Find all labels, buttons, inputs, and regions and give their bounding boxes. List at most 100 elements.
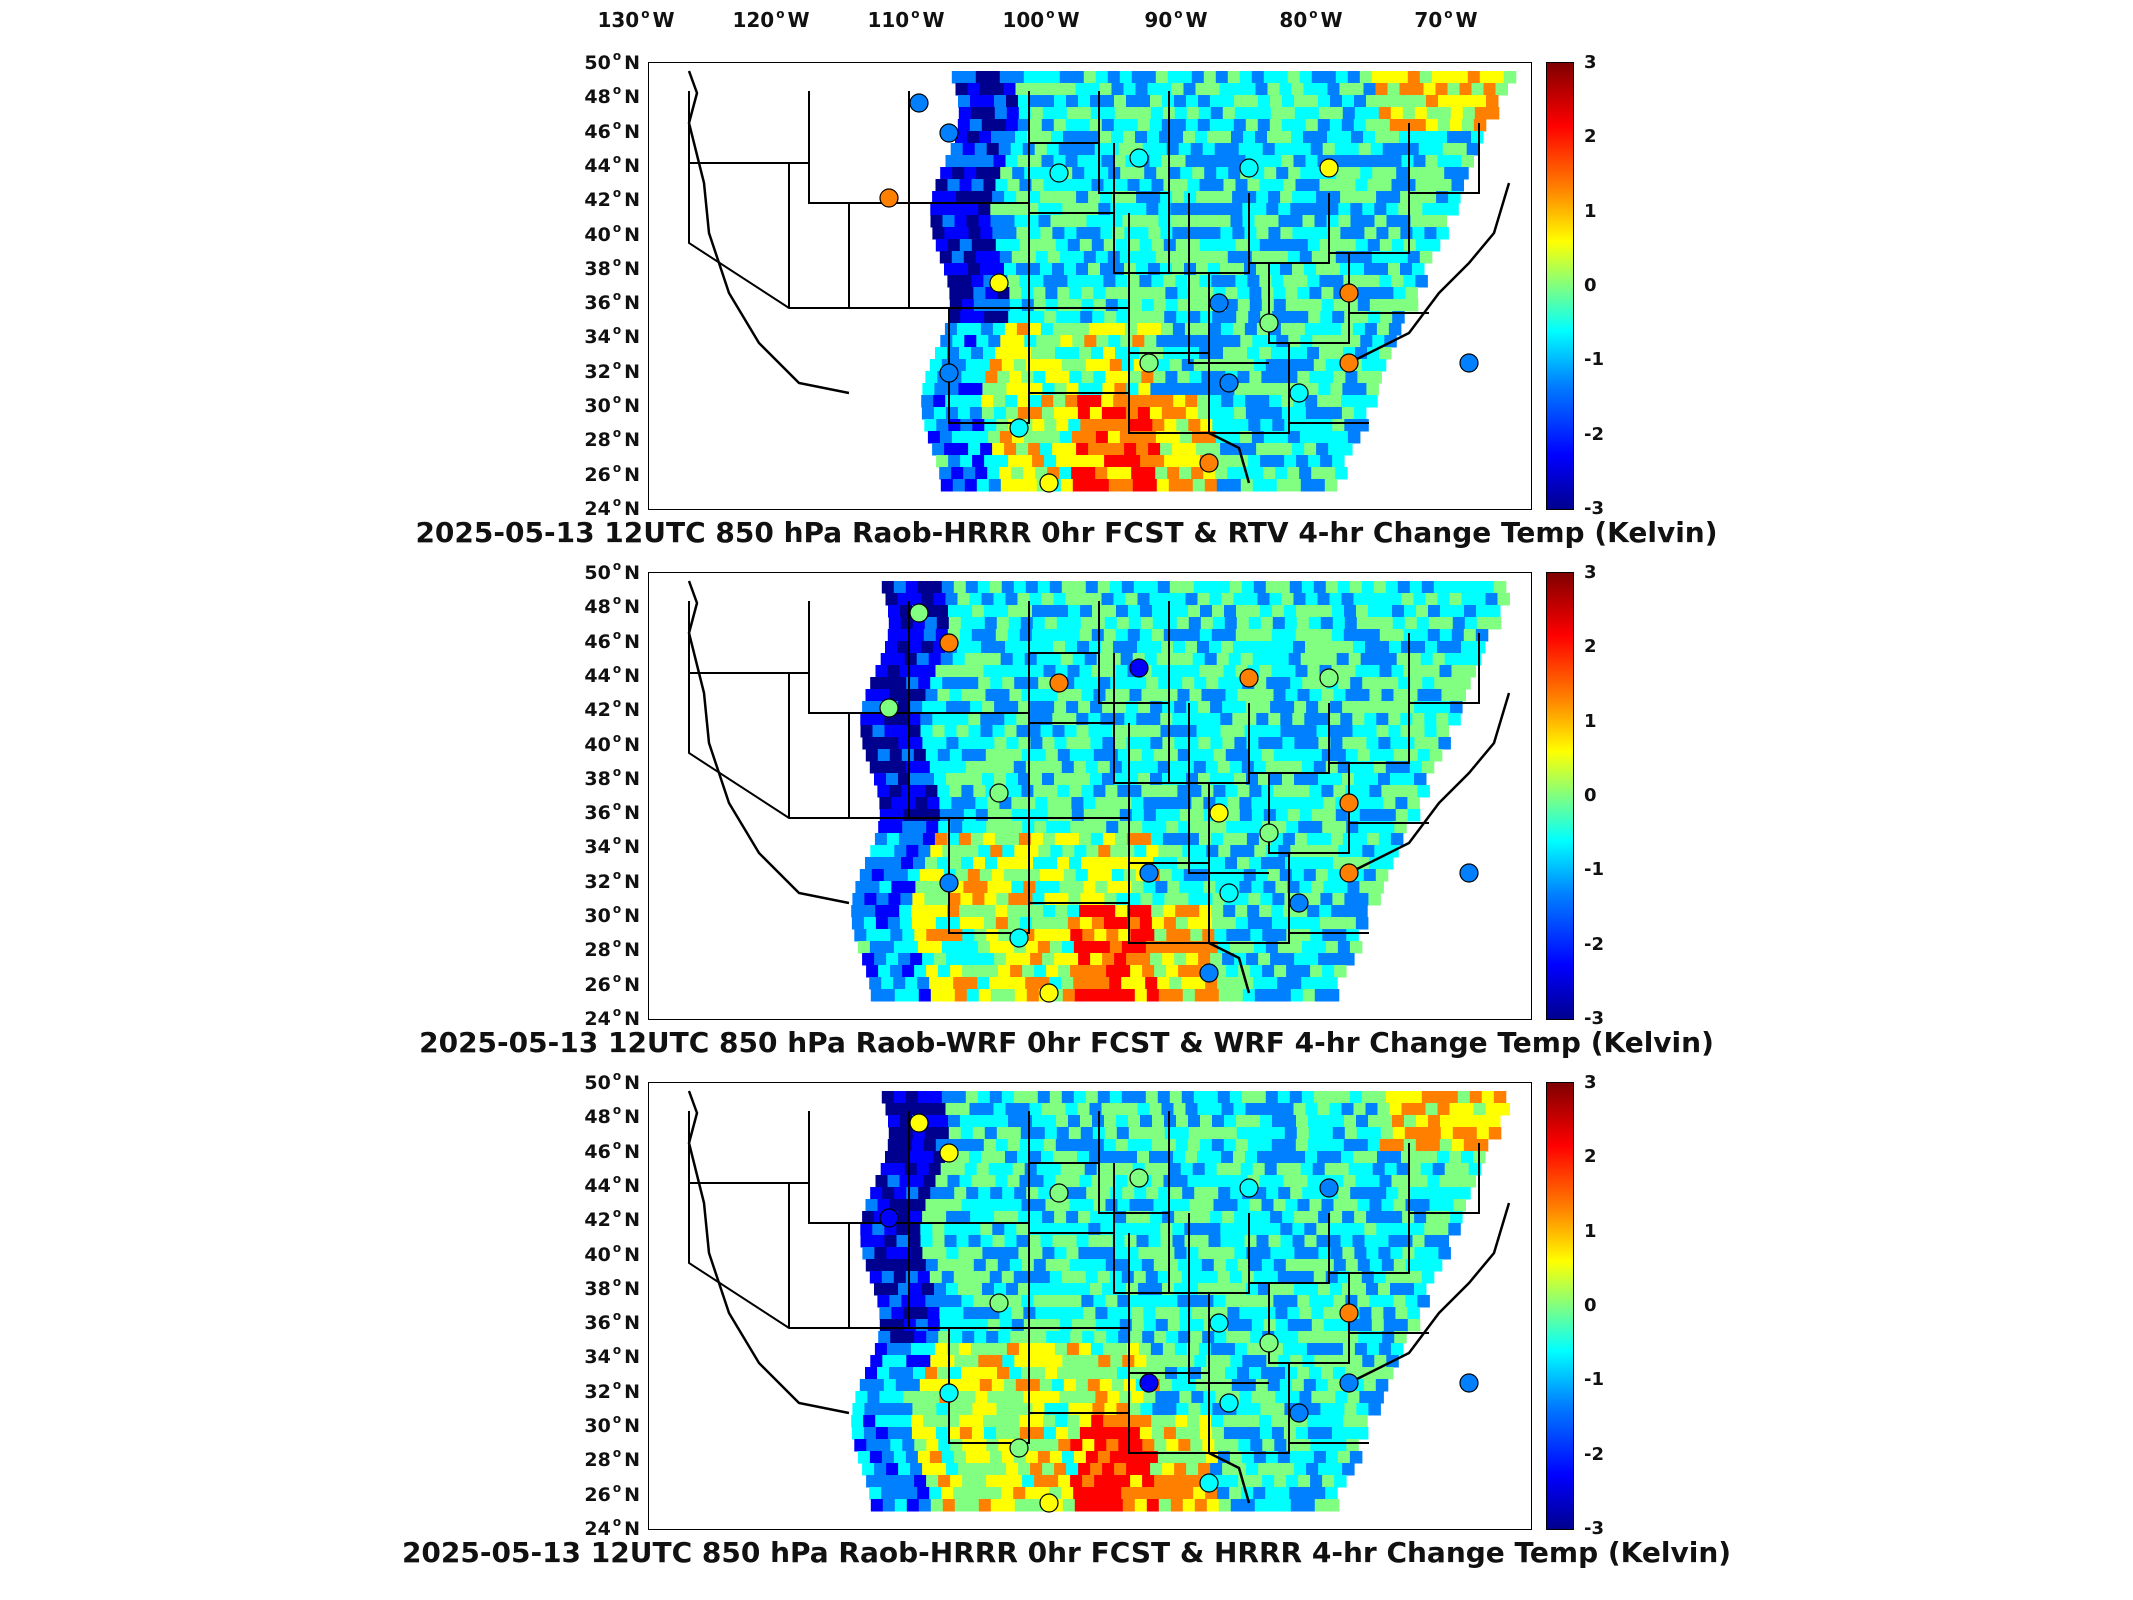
field-cell: [891, 1391, 904, 1404]
field-cell: [1438, 1247, 1451, 1260]
field-cell: [1164, 311, 1177, 324]
field-cell: [1123, 83, 1136, 96]
field-cell: [1412, 713, 1425, 726]
field-cell: [1151, 1175, 1164, 1188]
field-cell: [1032, 605, 1045, 618]
field-cell: [1028, 191, 1041, 204]
field-cell: [906, 1355, 919, 1368]
field-cell: [1357, 1295, 1370, 1308]
field-cell: [1118, 821, 1131, 834]
field-cell: [959, 1139, 973, 1152]
field-cell: [1073, 941, 1087, 954]
field-cell: [908, 1235, 921, 1248]
field-cell: [972, 419, 985, 432]
field-cell: [1277, 1487, 1290, 1500]
field-cell: [944, 1235, 957, 1248]
field-cell: [1164, 1127, 1178, 1140]
field-cell: [1156, 335, 1169, 348]
field-cell: [971, 275, 984, 288]
field-cell: [1064, 263, 1077, 276]
field-cell: [1413, 641, 1426, 654]
field-cell: [960, 311, 973, 324]
field-cell: [912, 893, 925, 906]
lat-tick-label: 24 o N: [580, 1005, 640, 1030]
field-cell: [1233, 395, 1246, 408]
field-cell: [1474, 95, 1487, 108]
field-cell: [900, 1403, 913, 1416]
field-cell: [1043, 905, 1056, 918]
field-cell: [902, 1439, 915, 1452]
field-cell: [982, 1247, 995, 1260]
field-cell: [948, 893, 961, 906]
degree-symbol: o: [612, 49, 622, 63]
field-cell: [1317, 1151, 1330, 1164]
field-cell: [887, 1175, 900, 1188]
field-cell: [1257, 119, 1271, 132]
field-cell: [1284, 455, 1297, 468]
field-cell: [1270, 383, 1283, 396]
field-cell: [1344, 311, 1357, 324]
field-cell: [1334, 821, 1347, 834]
field-cell: [1030, 1343, 1044, 1356]
field-cell: [1107, 1391, 1120, 1404]
field-cell: [1141, 1295, 1154, 1308]
field-cell: [1296, 1127, 1310, 1140]
field-cell: [996, 419, 1009, 432]
field-cell: [1411, 83, 1424, 96]
field-cell: [898, 1247, 911, 1260]
field-cell: [1165, 299, 1179, 312]
field-cell: [1493, 1091, 1507, 1104]
field-cell: [946, 1463, 959, 1476]
field-cell: [1433, 1091, 1447, 1104]
field-cell: [1239, 809, 1253, 822]
field-cell: [983, 1175, 996, 1188]
field-cell: [1275, 251, 1289, 264]
field-cell: [1105, 1295, 1118, 1308]
field-cell: [1149, 1103, 1162, 1116]
field-cell: [1009, 371, 1022, 384]
field-cell: [1383, 797, 1396, 810]
field-cell: [1201, 1199, 1214, 1212]
field-cell: [1193, 581, 1207, 594]
field-cell: [1032, 455, 1045, 468]
field-cell: [1381, 1295, 1394, 1308]
field-cell: [1280, 713, 1293, 726]
field-cell: [923, 1427, 937, 1440]
field-cell: [1277, 761, 1291, 774]
field-cell: [1366, 701, 1379, 714]
field-cell: [1111, 869, 1125, 882]
field-cell: [1230, 677, 1243, 690]
field-cell: [1366, 1247, 1379, 1260]
field-cell: [1069, 749, 1083, 762]
field-cell: [1172, 227, 1185, 240]
field-cell: [1091, 1415, 1104, 1428]
field-cell: [915, 809, 929, 822]
state-boundary: [1028, 653, 1115, 724]
field-cell: [1287, 797, 1300, 810]
field-cell: [1247, 905, 1260, 918]
field-cell: [1008, 311, 1021, 324]
field-cell: [1330, 953, 1343, 966]
field-cell: [1295, 179, 1308, 192]
lat-deg: 32: [584, 870, 611, 893]
field-cell: [1361, 359, 1375, 372]
field-cell: [1320, 419, 1333, 432]
field-cell: [1428, 1115, 1441, 1128]
field-cell: [922, 1343, 936, 1356]
field-cell: [1041, 119, 1055, 132]
field-cell: [877, 785, 890, 798]
field-cell: [974, 821, 987, 834]
field-cell: [977, 977, 990, 990]
field-cell: [1112, 323, 1126, 336]
station-marker: [1129, 658, 1149, 678]
field-cell: [1343, 917, 1357, 930]
field-cell: [966, 203, 979, 216]
panel-title: 2025-05-13 12UTC 850 hPa Raob-HRRR 0hr F…: [401, 1536, 1732, 1569]
field-cell: [1342, 1247, 1355, 1260]
field-cell: [1331, 347, 1344, 360]
field-cell: [1282, 953, 1295, 966]
field-cell: [1276, 167, 1289, 180]
field-cell: [874, 1463, 887, 1476]
field-cell: [1403, 275, 1416, 288]
raob-stations: [879, 93, 1479, 493]
